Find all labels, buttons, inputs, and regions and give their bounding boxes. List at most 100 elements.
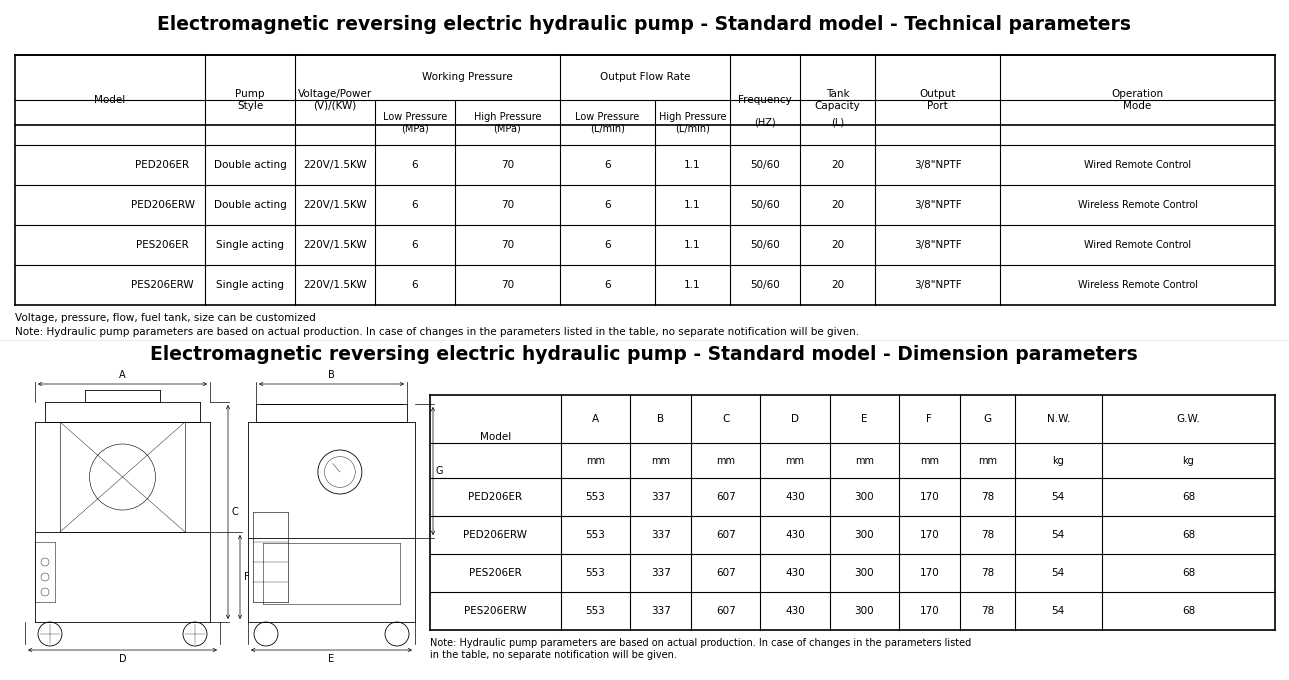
Text: 430: 430: [785, 530, 804, 540]
Text: 6: 6: [605, 240, 611, 250]
Text: 6: 6: [605, 280, 611, 290]
Text: 337: 337: [651, 568, 670, 578]
Text: 68: 68: [1182, 568, 1195, 578]
Text: Model: Model: [480, 432, 512, 441]
Text: E: E: [861, 414, 867, 424]
Text: PED206ERW: PED206ERW: [464, 530, 527, 540]
Text: Output
Port: Output Port: [919, 89, 955, 111]
Text: 337: 337: [651, 530, 670, 540]
Text: 430: 430: [785, 606, 804, 616]
Text: G.W.: G.W.: [1177, 414, 1200, 424]
Text: Operation
Mode: Operation Mode: [1111, 89, 1164, 111]
Text: Electromagnetic reversing electric hydraulic pump - Standard model - Technical p: Electromagnetic reversing electric hydra…: [157, 15, 1130, 34]
Text: 20: 20: [831, 200, 844, 210]
Text: 68: 68: [1182, 492, 1195, 502]
Text: Double acting: Double acting: [214, 200, 286, 210]
Text: mm: mm: [651, 456, 670, 466]
Text: 50/60: 50/60: [750, 160, 780, 170]
Text: 78: 78: [981, 568, 994, 578]
Text: kg: kg: [1182, 456, 1195, 466]
Text: 607: 607: [715, 606, 736, 616]
Text: Single acting: Single acting: [217, 240, 284, 250]
Text: Frequency: Frequency: [739, 95, 791, 105]
Text: Note: Hydraulic pump parameters are based on actual production. In case of chang: Note: Hydraulic pump parameters are base…: [15, 327, 860, 337]
Text: 430: 430: [785, 568, 804, 578]
Text: 50/60: 50/60: [750, 280, 780, 290]
Text: 54: 54: [1052, 530, 1065, 540]
Text: 220V/1.5KW: 220V/1.5KW: [303, 280, 367, 290]
Text: 337: 337: [651, 492, 670, 502]
Text: 170: 170: [919, 530, 940, 540]
Text: Tank
Capacity: Tank Capacity: [815, 89, 860, 111]
Text: Wireless Remote Control: Wireless Remote Control: [1078, 200, 1197, 210]
Text: C: C: [722, 414, 730, 424]
Text: 300: 300: [855, 492, 874, 502]
Text: 337: 337: [651, 606, 670, 616]
Text: A: A: [592, 414, 599, 424]
Text: 553: 553: [585, 492, 606, 502]
Text: Model: Model: [94, 95, 125, 105]
Text: PES206ER: PES206ER: [137, 240, 189, 250]
Text: 607: 607: [715, 492, 736, 502]
Text: PED206ER: PED206ER: [135, 160, 189, 170]
Text: 1.1: 1.1: [684, 160, 701, 170]
Text: 300: 300: [855, 530, 874, 540]
Text: High Pressure
(L/min): High Pressure (L/min): [659, 112, 726, 133]
Text: 170: 170: [919, 606, 940, 616]
Text: Wireless Remote Control: Wireless Remote Control: [1078, 280, 1197, 290]
Text: mm: mm: [717, 456, 735, 466]
Text: 430: 430: [785, 492, 804, 502]
Text: Electromagnetic reversing electric hydraulic pump - Standard model - Dimension p: Electromagnetic reversing electric hydra…: [150, 345, 1138, 364]
Text: 6: 6: [411, 240, 419, 250]
Text: 170: 170: [919, 492, 940, 502]
Text: PES206ERW: PES206ERW: [464, 606, 527, 616]
Text: PED206ERW: PED206ERW: [130, 200, 195, 210]
Text: High Pressure
(MPa): High Pressure (MPa): [474, 112, 541, 133]
Text: G: G: [436, 466, 443, 476]
Text: 78: 78: [981, 530, 994, 540]
Text: Wired Remote Control: Wired Remote Control: [1084, 240, 1191, 250]
Text: 170: 170: [919, 568, 940, 578]
Text: 68: 68: [1182, 606, 1195, 616]
Text: Wired Remote Control: Wired Remote Control: [1084, 160, 1191, 170]
Text: 1.1: 1.1: [684, 280, 701, 290]
Text: D: D: [791, 414, 799, 424]
Text: 50/60: 50/60: [750, 200, 780, 210]
Text: 220V/1.5KW: 220V/1.5KW: [303, 240, 367, 250]
Text: Voltage, pressure, flow, fuel tank, size can be customized: Voltage, pressure, flow, fuel tank, size…: [15, 313, 316, 323]
Text: mm: mm: [785, 456, 804, 466]
Text: 3/8"NPTF: 3/8"NPTF: [914, 160, 962, 170]
Text: C: C: [231, 507, 237, 517]
Text: N.W.: N.W.: [1047, 414, 1070, 424]
Text: 54: 54: [1052, 568, 1065, 578]
Text: Note: Hydraulic pump parameters are based on actual production. In case of chang: Note: Hydraulic pump parameters are base…: [431, 638, 971, 660]
Text: mm: mm: [855, 456, 874, 466]
Text: Voltage/Power
(V)/(KW): Voltage/Power (V)/(KW): [298, 89, 373, 111]
Text: (HZ): (HZ): [754, 118, 776, 128]
Text: 78: 78: [981, 492, 994, 502]
Text: B: B: [657, 414, 664, 424]
Text: 6: 6: [605, 160, 611, 170]
Text: 553: 553: [585, 606, 606, 616]
Text: mm: mm: [920, 456, 938, 466]
Text: 68: 68: [1182, 530, 1195, 540]
Text: F: F: [244, 572, 250, 582]
Text: 54: 54: [1052, 492, 1065, 502]
Text: A: A: [119, 370, 126, 380]
Text: Pump
Style: Pump Style: [236, 89, 264, 111]
Text: 3/8"NPTF: 3/8"NPTF: [914, 200, 962, 210]
Text: mm: mm: [978, 456, 996, 466]
Text: 220V/1.5KW: 220V/1.5KW: [303, 200, 367, 210]
Text: Low Pressure
(MPa): Low Pressure (MPa): [383, 112, 447, 133]
Text: B: B: [329, 370, 335, 380]
Text: PED206ER: PED206ER: [468, 492, 522, 502]
Text: 607: 607: [715, 530, 736, 540]
Text: 300: 300: [855, 568, 874, 578]
Text: PES206ER: PES206ER: [469, 568, 522, 578]
Text: 50/60: 50/60: [750, 240, 780, 250]
Text: 70: 70: [501, 280, 514, 290]
Text: 20: 20: [831, 240, 844, 250]
Text: 553: 553: [585, 568, 606, 578]
Text: E: E: [329, 654, 335, 664]
Text: Working Pressure: Working Pressure: [422, 73, 513, 82]
